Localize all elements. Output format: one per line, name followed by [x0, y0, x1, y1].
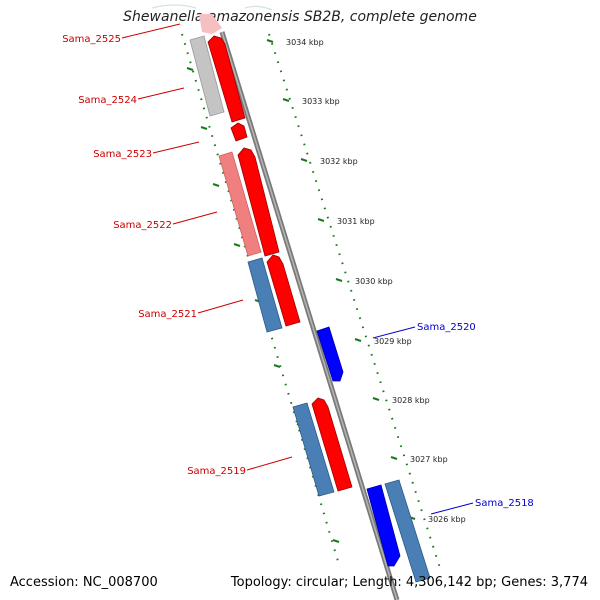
gene-sama-2525[interactable] — [199, 14, 222, 34]
label-sama-2519[interactable]: Sama_2519 — [187, 466, 246, 477]
leader-sama-2522 — [172, 211, 218, 225]
kbp-label: 3030 kbp — [355, 277, 393, 286]
gene-sama-2522-homolog[interactable] — [218, 151, 262, 257]
leader-sama-2518 — [430, 502, 474, 515]
circle-arc-hint — [151, 4, 197, 9]
gene-sama-2523[interactable] — [230, 122, 248, 142]
gene-sama-2521[interactable] — [266, 254, 301, 327]
leader-sama-2525 — [121, 23, 181, 39]
kbp-tick — [300, 158, 308, 162]
kbp-label: 3028 kbp — [392, 396, 430, 405]
kbp-tick — [354, 338, 362, 342]
leader-sama-2519 — [246, 456, 293, 471]
accession-text: Accession: NC_008700 — [10, 575, 158, 590]
label-sama-2522[interactable]: Sama_2522 — [113, 220, 172, 231]
gene-sama-2524-homolog[interactable] — [189, 35, 225, 117]
gene-sama-2522[interactable] — [237, 147, 280, 257]
gene-sama-2518-homolog[interactable] — [384, 479, 431, 583]
gene-sama-2519[interactable] — [311, 397, 353, 492]
kbp-label: 3034 kbp — [286, 38, 324, 47]
kbp-tick — [390, 456, 398, 460]
circle-arc-hint — [244, 5, 273, 11]
kbp-label: 3031 kbp — [337, 217, 375, 226]
kbp-tick — [335, 278, 343, 282]
kbp-label: 3027 kbp — [410, 455, 448, 464]
label-sama-2525[interactable]: Sama_2525 — [62, 34, 121, 45]
label-sama-2523[interactable]: Sama_2523 — [93, 149, 152, 160]
leader-sama-2520 — [372, 326, 416, 339]
gene-sama-2518[interactable] — [366, 484, 401, 567]
gene-sama-2521-homolog[interactable] — [247, 257, 283, 333]
kbp-label: 3032 kbp — [320, 157, 358, 166]
label-sama-2518[interactable]: Sama_2518 — [475, 498, 534, 509]
kbp-label: 3033 kbp — [302, 97, 340, 106]
genome-summary-text: Topology: circular; Length: 4,306,142 bp… — [230, 575, 588, 590]
kbp-label: 3029 kbp — [374, 337, 412, 346]
label-sama-2524[interactable]: Sama_2524 — [78, 95, 137, 106]
gene-sama-2520[interactable] — [316, 326, 344, 382]
leader-sama-2523 — [152, 141, 200, 154]
right-dotted-ruler — [268, 33, 441, 569]
kbp-tick — [317, 218, 325, 222]
kbp-label: 3026 kbp — [428, 515, 466, 524]
genome-backbone-highlight — [221, 31, 398, 600]
label-sama-2521[interactable]: Sama_2521 — [138, 309, 197, 320]
leader-sama-2521 — [197, 299, 244, 314]
kbp-tick — [282, 98, 290, 102]
kbp-tick — [266, 39, 274, 43]
label-sama-2520[interactable]: Sama_2520 — [417, 322, 476, 333]
gene-sama-2519-homolog[interactable] — [292, 402, 335, 497]
leader-sama-2524 — [137, 87, 185, 100]
kbp-tick — [372, 397, 380, 401]
gene-sama-2524[interactable] — [207, 35, 246, 123]
